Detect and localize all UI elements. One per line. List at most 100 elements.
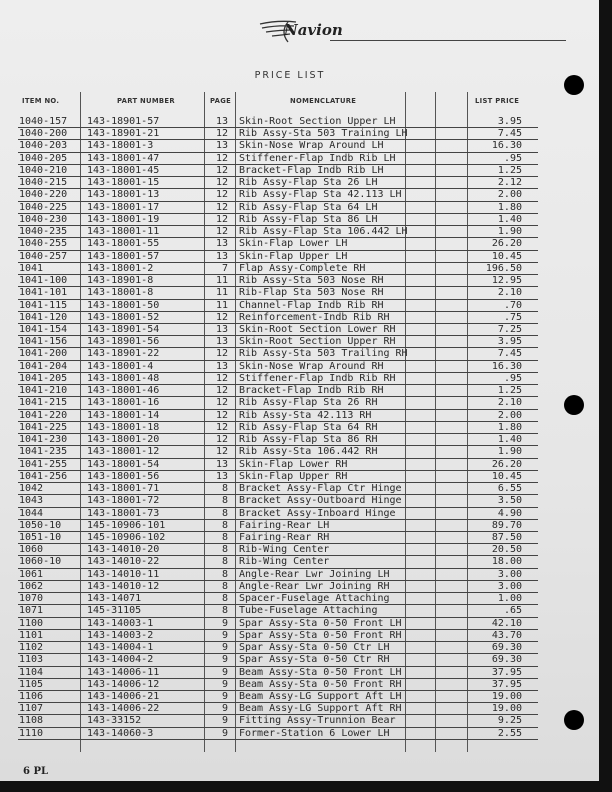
item-no: 1041-200 [19,348,68,360]
item-no: 1050-10 [19,519,62,531]
table-row: 1100 143-14003-1 9 Spar Assy-Sta 0-50 Front… [18,618,538,630]
table-row: 1107 143-14006-22 9 Beam Assy-LG Support Af… [18,703,538,716]
list-price: 2.00 [497,189,522,201]
page-ref: 11 [215,299,228,311]
table-row: 1040-215 143-18001-15 12 Rib Assy-Flap Sta … [18,177,538,190]
item-no: 1070 [19,593,44,605]
table-row: 1041-205 143-18001-48 12 Stiffener-Flap Ind… [18,372,538,386]
part-number: 143-18001-73 [87,507,160,519]
nomenclature: Rib Assy-Flap Sta 42.113 LH [239,189,402,201]
page-ref: 12 [215,226,228,238]
part-number: 143-14006-12 [87,678,160,690]
item-no: 1041-235 [19,446,68,458]
header-list-price: LIST PRICE [475,97,520,105]
column-divider [204,92,205,752]
list-price: .75 [503,311,522,323]
nomenclature: Fairing-Rear RH [239,531,330,543]
part-number: 143-14006-21 [87,691,160,703]
list-price: 43.70 [491,629,522,641]
item-no: 1040-257 [19,250,68,262]
part-number: 143-18001-46 [87,385,160,397]
part-number: 143-18001-52 [87,311,160,323]
list-price: 16.30 [491,140,522,152]
page-ref: 12 [215,213,228,225]
page-ref: 13 [215,336,228,348]
page-title: PRICE LIST [254,70,326,81]
part-number: 143-18901-22 [87,348,160,360]
part-number: 143-14004-2 [87,654,154,666]
table-row: 1040-203 143-18001-3 13 Skin-Nose Wrap Arou… [18,140,538,153]
nomenclature: Beam Assy-Sta 0-50 Front RH [239,678,402,690]
table-row: 1040-210 143-18001-45 12 Bracket-Flap Indb … [18,164,538,178]
page-ref: 13 [215,360,228,372]
part-number: 143-18001-47 [87,152,160,164]
list-price: 7.45 [497,348,522,360]
nomenclature: Bracket-Flap Indb Rib LH [239,164,384,176]
list-price: .65 [503,605,522,617]
table-row: 1102 143-14004-1 9 Spar Assy-Sta 0-50 Ctr L… [18,642,538,655]
list-price: 1.90 [497,226,522,238]
part-number: 143-18001-20 [87,434,160,446]
page-ref: 12 [215,164,228,176]
list-price: .95 [503,372,522,384]
part-number: 143-18901-8 [87,275,154,287]
list-price: 9.25 [497,715,522,727]
table-row: 1041-100 143-18901-8 11 Rib Assy-Sta 503 No… [18,275,538,288]
part-number: 143-18001-14 [87,409,160,421]
table-row: 1050-10 145-10906-101 8 Fairing-Rear LH 89.7… [18,520,538,532]
list-price: 1.80 [497,421,522,433]
table-row: 1105 143-14006-12 9 Beam Assy-Sta 0-50 Fron… [18,678,538,692]
page-ref: 12 [215,409,228,421]
item-no: 1040-205 [19,152,68,164]
part-number: 143-18001-18 [87,421,160,433]
item-no: 1041-205 [19,372,68,384]
part-number: 143-18001-71 [87,483,160,495]
column-divider [235,92,236,752]
nomenclature: Skin-Flap Upper LH [239,250,348,262]
nomenclature: Beam Assy-LG Support Aft RH [239,703,402,715]
nomenclature: Rib Assy-Sta 42.113 RH [239,409,372,421]
nomenclature: Fitting Assy-Trunnion Bear [239,715,396,727]
nomenclature: Spar Assy-Sta 0-50 Front RH [239,629,402,641]
item-no: 1041 [19,262,44,274]
nomenclature: Spar Assy-Sta 0-50 Ctr LH [239,642,390,654]
nomenclature: Fairing-Rear LH [239,519,330,531]
page-ref: 11 [215,287,228,299]
list-price: 1.00 [497,593,522,605]
item-no: 1041-256 [19,470,68,482]
nomenclature: Rib Assy-Flap Sta 26 RH [239,397,378,409]
list-price: 7.25 [497,323,522,335]
item-no: 1060 [19,544,44,556]
binder-hole [564,395,584,415]
item-no: 1102 [19,642,44,654]
table-row: 1041-154 143-18901-54 13 Skin-Root Section … [18,323,538,337]
part-number: 143-18901-54 [87,323,160,335]
list-price: 42.10 [491,617,522,629]
item-no: 1107 [19,703,44,715]
table-row: 1070 143-14071 8 Spacer-Fuselage Attaching 1… [18,593,538,606]
table-row: 1041-204 143-18001-4 13 Skin-Nose Wrap Arou… [18,361,538,373]
list-price: 26.20 [491,458,522,470]
item-no: 1041-156 [19,336,68,348]
page-ref: 9 [221,642,228,654]
nomenclature: Angle-Rear Lwr Joining LH [239,568,390,580]
nomenclature: Former-Station 6 Lower LH [239,727,390,739]
table-row: 1103 143-14004-2 9 Spar Assy-Sta 0-50 Ctr R… [18,654,538,667]
item-no: 1041-120 [19,311,68,323]
list-price: 37.95 [491,666,522,678]
part-number: 143-18901-57 [87,116,160,127]
table-row: 1040-157 143-18901-57 13 Skin-Root Section … [18,116,538,129]
table-row: 1041 143-18001-2 7 Flap Assy-Complete RH 196… [18,262,538,276]
nomenclature: Skin-Flap Lower LH [239,238,348,250]
part-number: 143-14010-22 [87,556,160,568]
nomenclature: Spacer-Fuselage Attaching [239,593,390,605]
part-number: 145-10906-101 [87,519,166,531]
navion-logo: Navion [258,18,343,44]
nomenclature: Channel-Flap Indb Rib RH [239,299,384,311]
list-price: 10.45 [491,250,522,262]
nomenclature: Rib-Wing Center [239,544,330,556]
list-price: 3.95 [497,336,522,348]
part-number: 143-18001-55 [87,238,160,250]
item-no: 1041-115 [19,299,68,311]
list-price: 19.00 [491,691,522,703]
